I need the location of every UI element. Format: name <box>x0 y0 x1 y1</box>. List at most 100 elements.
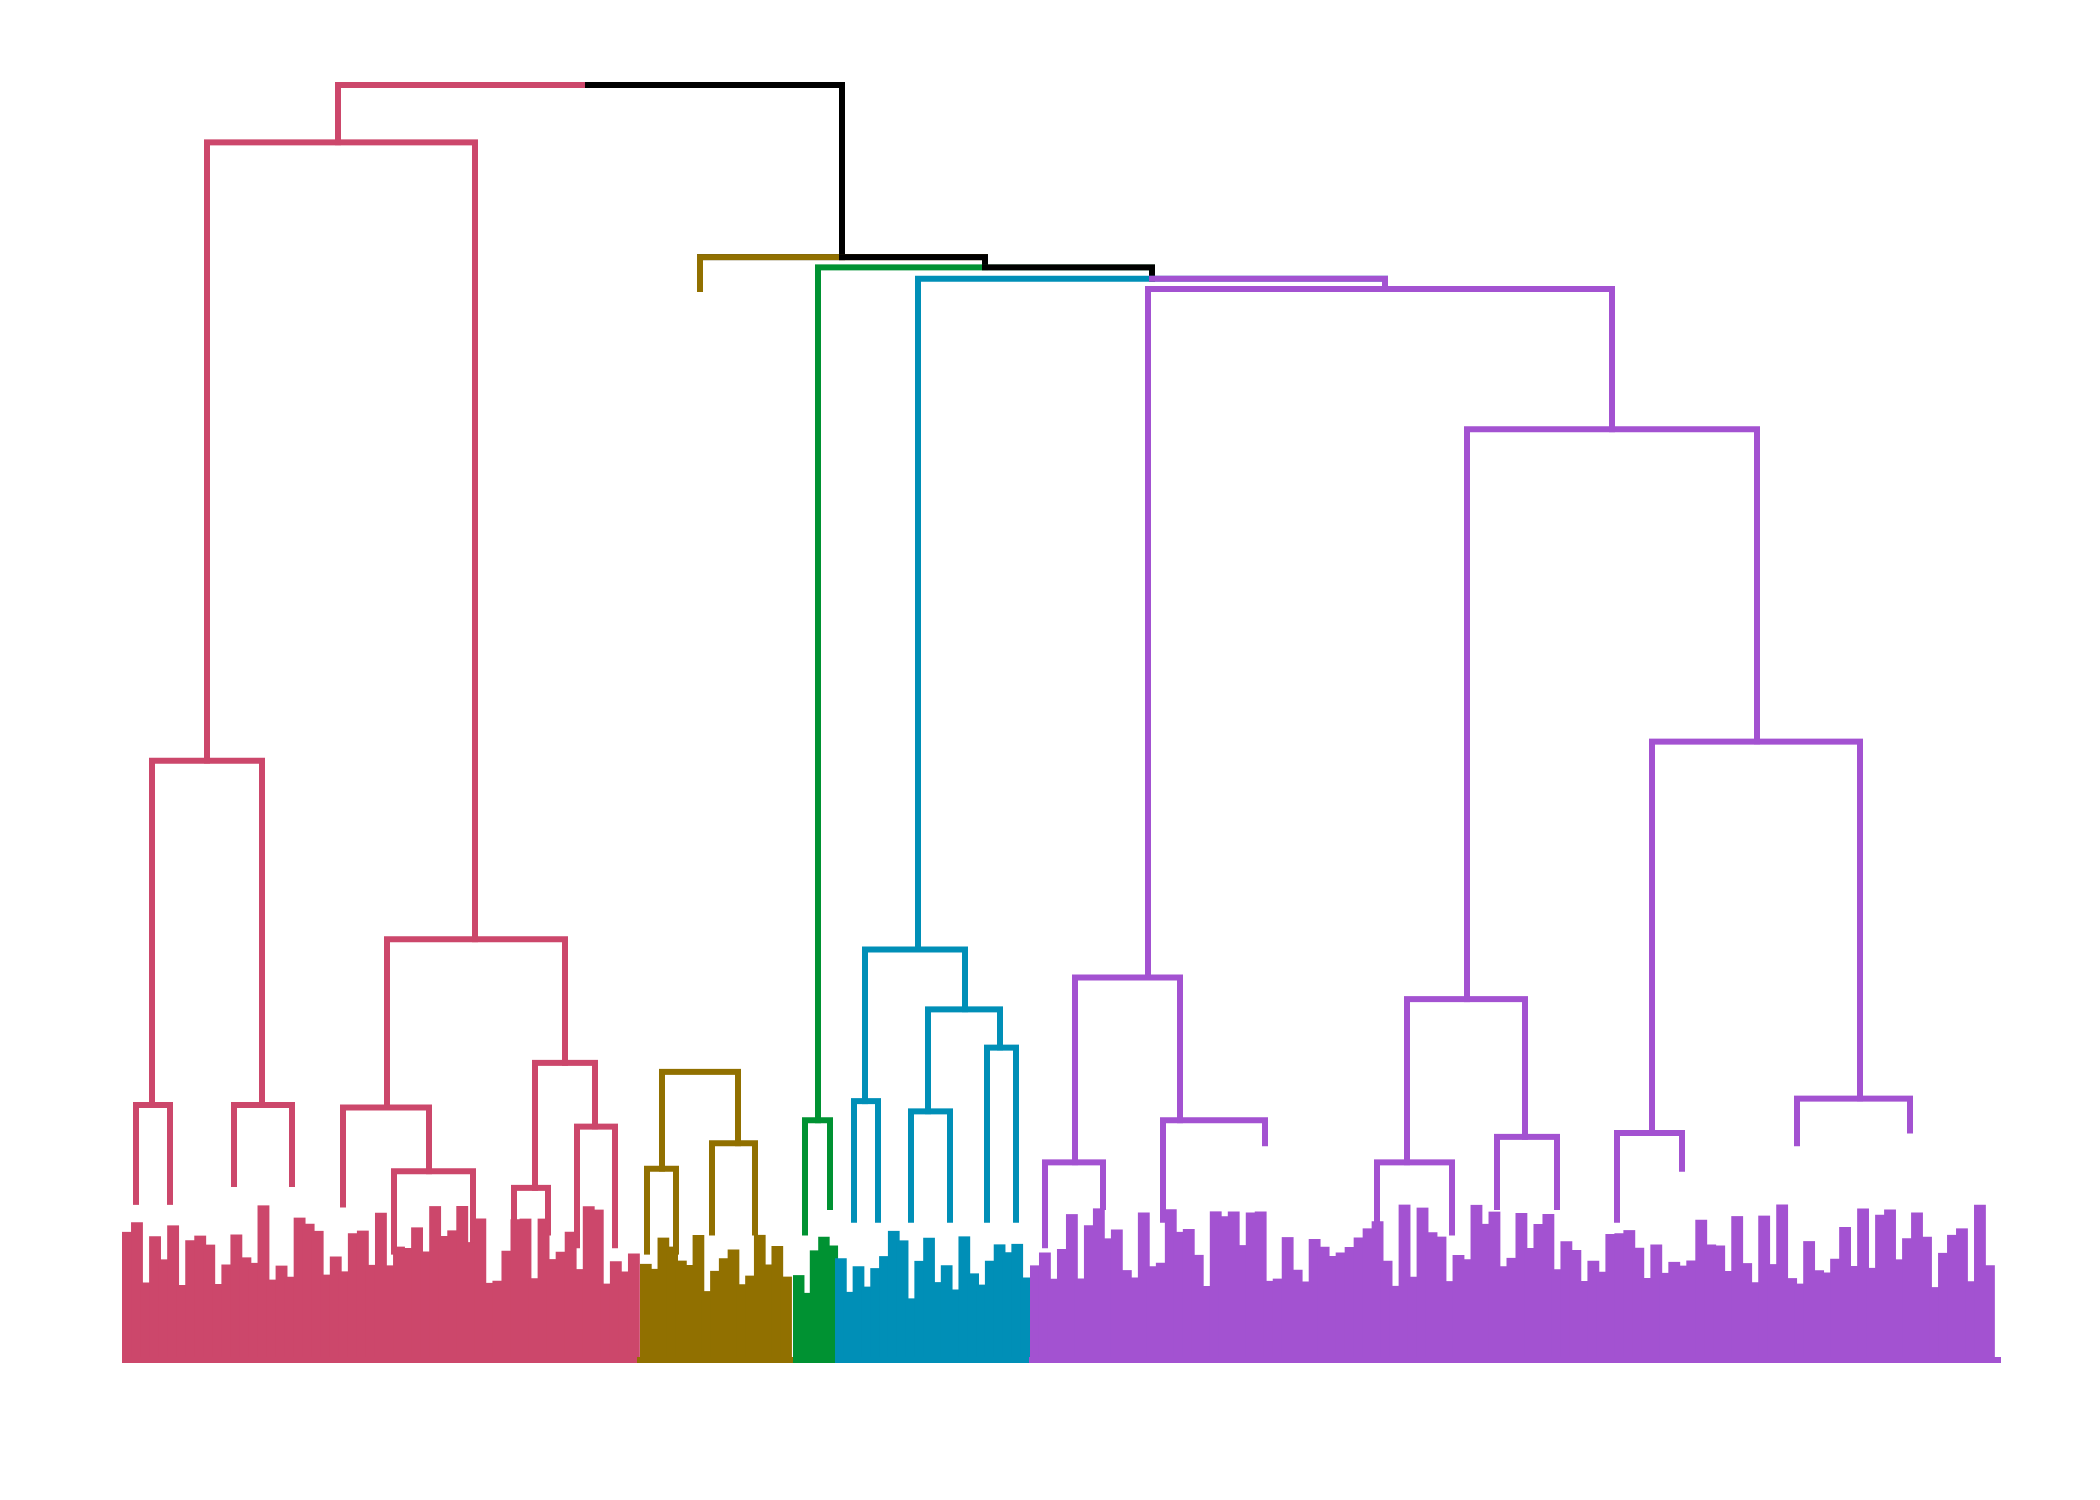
c4-leaf-link <box>976 1284 988 1363</box>
c5-leaf-link <box>1434 1236 1447 1363</box>
root-link-3 <box>815 264 1155 1124</box>
c5-leaf-link <box>1632 1247 1645 1363</box>
dendrogram-edges <box>122 82 2001 1363</box>
c1-leaf-link <box>320 1274 333 1363</box>
c5-leaf-link <box>1281 1237 1294 1363</box>
c5-leaf-link <box>1317 1246 1330 1363</box>
c5-leaf-link <box>1542 1214 1555 1363</box>
c5-leaf-link <box>1731 1216 1744 1363</box>
c1-leaf-link <box>393 1246 405 1363</box>
c1-leaf-link <box>248 1262 261 1363</box>
c5-leaf-link <box>1353 1237 1366 1363</box>
c1-leaf-link <box>239 1257 252 1363</box>
c5-leaf-link <box>1650 1244 1663 1363</box>
c5-leaf-link <box>1983 1265 1995 1363</box>
c5-leaf-link <box>1173 1231 1186 1363</box>
c1-leaf-link <box>311 1230 324 1363</box>
c5-leaf-link <box>1686 1260 1699 1363</box>
c5-leaf-link <box>1794 1283 1807 1363</box>
c5-leaf-link <box>1119 1270 1132 1363</box>
c5-leaf-link <box>1443 1281 1456 1363</box>
c5-leaf-link <box>1506 1257 1519 1363</box>
c5-b1 <box>1404 996 1528 1166</box>
c4-l <box>851 1098 881 1223</box>
c1-leaf-link <box>528 1278 541 1363</box>
c5-leaf-link <box>1389 1285 1402 1363</box>
c1-leaf-link <box>546 1259 559 1363</box>
c5-leaf-link <box>1893 1259 1905 1363</box>
c2-leaf-link <box>683 1265 696 1363</box>
c1-lr <box>231 1102 295 1188</box>
root-link-2-left <box>697 254 988 292</box>
c5-leaf-link <box>1560 1241 1573 1363</box>
c1-leaf-link <box>456 1206 469 1363</box>
c1-rr2 <box>574 1123 618 1249</box>
c1-leaf-link <box>266 1279 279 1363</box>
c5-leaf-link <box>1362 1228 1375 1363</box>
c5-leaf-link <box>1056 1248 1069 1363</box>
c1-leaf-link <box>501 1250 514 1363</box>
c5-leaf-link <box>1722 1270 1735 1363</box>
c2-leaf-link <box>701 1291 714 1363</box>
c3-leaf-link <box>801 1292 813 1363</box>
c5-a <box>1072 974 1183 1166</box>
c1-leaf-link <box>465 1242 478 1363</box>
c5-leaf-link <box>1128 1277 1141 1363</box>
c4-leaf-link <box>896 1240 909 1363</box>
c5-leaf-link <box>1182 1228 1195 1363</box>
c3-leaf-link <box>826 1245 839 1363</box>
c5-leaf-link <box>1335 1252 1348 1363</box>
c4-leaf-link <box>861 1286 874 1363</box>
c5-leaf-link <box>1668 1261 1681 1363</box>
c5-leaf-link <box>1848 1265 1860 1363</box>
c5-leaf-link <box>1030 1265 1042 1363</box>
c5-leaf-link <box>1065 1214 1078 1363</box>
c5-b2a <box>1614 1130 1685 1223</box>
c5-leaf-link <box>1137 1212 1150 1363</box>
c5-a2 <box>1160 1117 1268 1223</box>
c5-leaf-link <box>1740 1263 1753 1363</box>
c1-ll <box>133 1102 173 1205</box>
c5-leaf-link <box>1677 1265 1690 1363</box>
c4-leaf-link <box>852 1266 865 1363</box>
c1-leaf-link <box>618 1271 631 1363</box>
c5-leaf-link <box>1776 1204 1789 1363</box>
c5-leaf-link <box>1749 1282 1762 1363</box>
c5-leaf-link <box>1695 1219 1708 1363</box>
c1-leaf-link <box>411 1227 423 1363</box>
c5-leaf-link <box>1929 1287 1941 1363</box>
c5-leaf-link <box>1092 1208 1105 1363</box>
c5-leaf-link <box>1326 1256 1339 1363</box>
c5-leaf-link <box>1947 1234 1959 1363</box>
c2-r <box>709 1140 758 1236</box>
c4-leaf-link <box>879 1256 891 1363</box>
root-link-2-right <box>839 254 988 271</box>
c5-leaf-link <box>1380 1260 1393 1363</box>
c5-leaf-link <box>1344 1246 1357 1363</box>
c1-r-l <box>340 1104 432 1208</box>
c1-leaf-link <box>483 1282 496 1363</box>
c5-b2 <box>1649 738 1863 1137</box>
c1-leaf-link <box>438 1236 451 1363</box>
c4-leaf-link <box>1002 1252 1015 1363</box>
c4-leaf-link <box>984 1260 997 1363</box>
c2-leaf-link <box>718 1258 731 1363</box>
c5-leaf-link <box>1209 1211 1222 1363</box>
c5-leaf-link <box>1839 1227 1851 1363</box>
root-link-1 <box>335 82 845 261</box>
c4-r <box>925 1006 1003 1115</box>
c5-leaf-link <box>1866 1267 1878 1363</box>
c5-leaf-link <box>1605 1234 1618 1363</box>
c5-leaf-link <box>1497 1266 1510 1363</box>
c2-leaf-link <box>666 1246 678 1363</box>
c5-leaf-link <box>1083 1225 1096 1363</box>
c5-leaf-link <box>1758 1215 1771 1363</box>
c2-leaf-link <box>753 1234 766 1363</box>
c5-leaf-link <box>1767 1264 1780 1363</box>
c4-leaf-link <box>843 1291 856 1363</box>
c5-leaf-link <box>1659 1272 1672 1363</box>
c5-leaf-link <box>1965 1281 1977 1363</box>
c5-leaf-link <box>1308 1239 1321 1363</box>
c1-leaf-link <box>600 1283 613 1363</box>
c1-leaf-link <box>374 1212 387 1363</box>
